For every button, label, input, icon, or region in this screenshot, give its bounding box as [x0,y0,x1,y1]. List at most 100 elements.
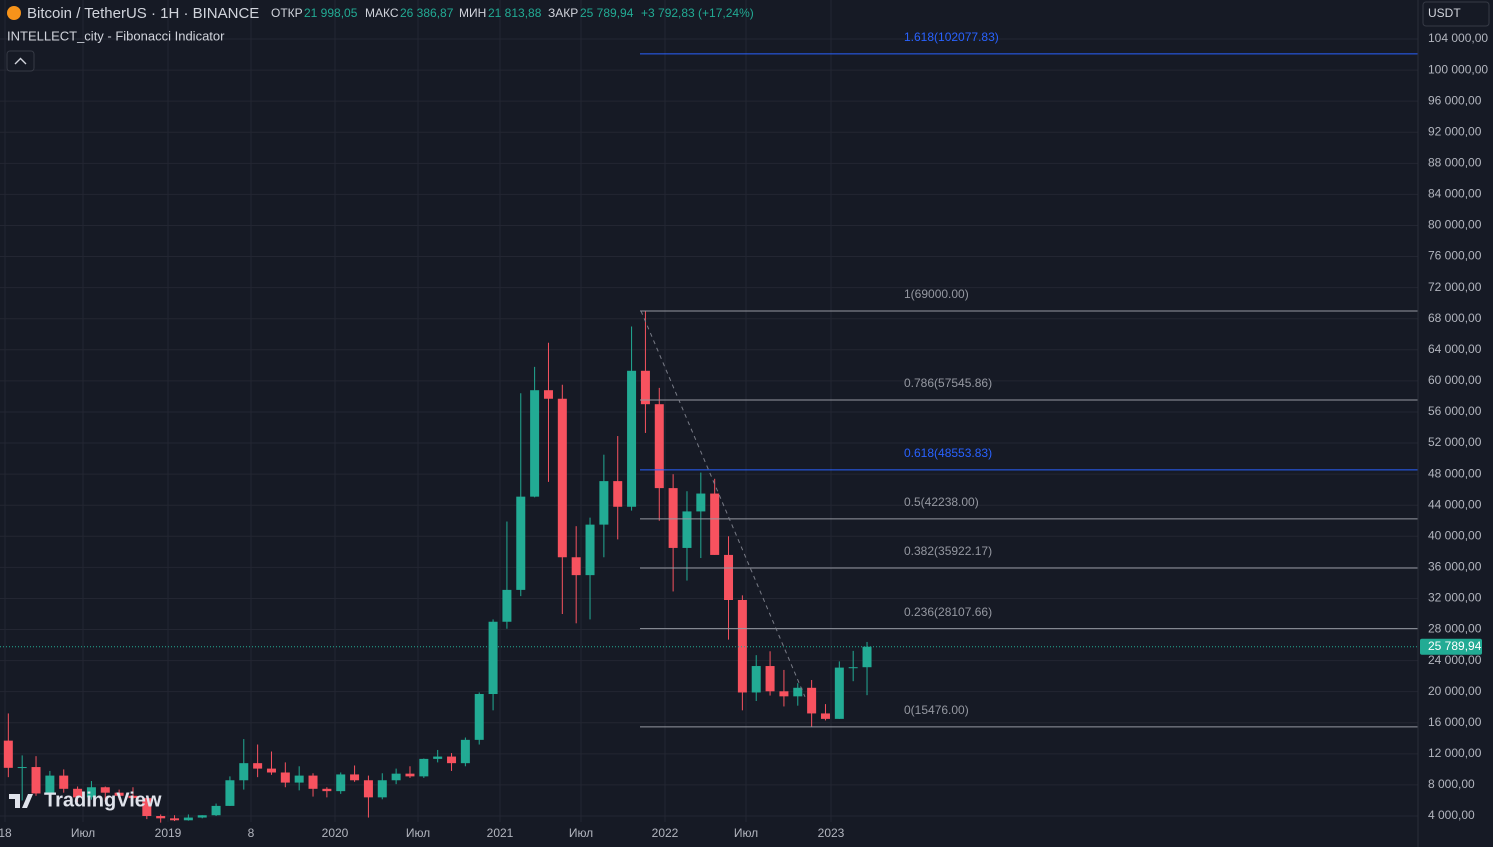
collapse-icon [14,57,27,65]
candle-body [613,481,623,507]
fib-label: 0.786(57545.86) [904,376,992,390]
candle-body [336,774,346,792]
low-label: МИН [459,6,486,20]
candle-body [86,787,96,798]
candle-body [128,795,138,799]
y-tick-label: 100 000,00 [1428,62,1488,76]
candle-body [170,818,180,821]
btc-icon [7,6,21,20]
y-tick-label: 28 000,00 [1428,622,1482,636]
indicator: INTELLECT_city - Fibonacci Indicator [7,28,225,43]
x-tick-label: Июл [406,826,430,840]
candle-body [363,780,373,798]
y-tick-label: 52 000,00 [1428,435,1482,449]
candle-body [585,524,595,576]
candle-body [377,780,387,798]
candle-body [654,404,664,489]
candle-body [45,775,55,794]
candle-body [502,589,512,622]
candle-body [73,788,83,798]
candle-body [862,646,872,668]
candle-body [765,666,775,692]
x-tick-label: 2023 [818,826,845,840]
fib-label: 0.5(42238.00) [904,495,979,509]
y-tick-label: 56 000,00 [1428,404,1482,418]
y-tick-label: 20 000,00 [1428,684,1482,698]
y-tick-label: 80 000,00 [1428,218,1482,232]
fib-label: 0.236(28107.66) [904,605,992,619]
fib-label: 0.382(35922.17) [904,544,992,558]
candle-body [31,767,41,794]
fib-label: 1.618(102077.83) [904,30,999,44]
y-tick-label: 104 000,00 [1428,31,1488,45]
plot: 1.618(102077.83) 1(69000.00) 0.786(57545.8… [0,30,1418,823]
candle-body [724,554,734,600]
y-tick-label: 72 000,00 [1428,280,1482,294]
candle-body [211,805,221,816]
y-tick-label: 92 000,00 [1428,124,1482,138]
candle-body [793,687,803,697]
x-tick-label: 18 [0,826,12,840]
logo: TradingView [44,789,162,811]
candle-body [433,756,443,759]
candle-body [183,817,193,821]
collapse-button[interactable] [6,50,35,72]
candle-body [100,787,110,793]
currency: USDT [1428,6,1461,20]
candle-body [239,763,249,781]
candle-body [807,687,817,714]
candle-body [156,816,166,819]
candle-body [834,667,844,719]
y-tick-label: 64 000,00 [1428,342,1482,356]
x-tick-label: 8 [248,826,255,840]
candle-body [322,788,332,792]
candle-body [820,713,830,719]
x-tick-label: 2021 [487,826,514,840]
currency-box[interactable] [1422,1,1490,27]
candle-body [3,740,13,768]
change: +3 792,83 (+17,24%) [641,6,754,20]
candle-body [405,773,415,777]
fib-label: 0(15476.00) [904,703,969,717]
candle-body [197,815,207,818]
candle-body [294,775,304,783]
last-price-label: 25 789,94 [1428,639,1482,653]
y-tick-label: 88 000,00 [1428,155,1482,169]
candle-body [599,481,609,525]
y-tick-label: 84 000,00 [1428,187,1482,201]
candle-body [114,792,124,796]
x-tick-label: Июл [569,826,593,840]
candle-body [571,557,581,576]
candle-body [737,599,747,693]
candle-body [253,763,263,769]
high: 26 386,87 [400,6,454,20]
logo-icon [9,794,33,808]
y-tick-label: 24 000,00 [1428,653,1482,667]
y-tick-label: 8 000,00 [1428,777,1475,791]
candle-body [350,774,360,781]
y-tick-label: 12 000,00 [1428,746,1482,760]
y-tick-label: 36 000,00 [1428,560,1482,574]
candle-body [627,370,637,507]
candle-body [557,398,567,558]
trend-line [640,310,806,698]
candle-body [308,775,318,789]
candle-body [142,798,152,816]
candle-body [696,493,706,512]
y-tick-label: 60 000,00 [1428,373,1482,387]
candle-body [668,488,678,548]
close: 25 789,94 [580,6,634,20]
candle-body [488,621,498,695]
high-label: МАКС [365,6,399,20]
y-tick-label: 32 000,00 [1428,591,1482,605]
y-tick-label: 76 000,00 [1428,249,1482,263]
candle-body [640,370,650,405]
y-tick-label: 4 000,00 [1428,808,1475,822]
candle-body [266,768,276,773]
candle-body [447,756,457,764]
candle-body [460,739,470,764]
candle-body [17,767,27,769]
x-tick-label: Июл [71,826,95,840]
